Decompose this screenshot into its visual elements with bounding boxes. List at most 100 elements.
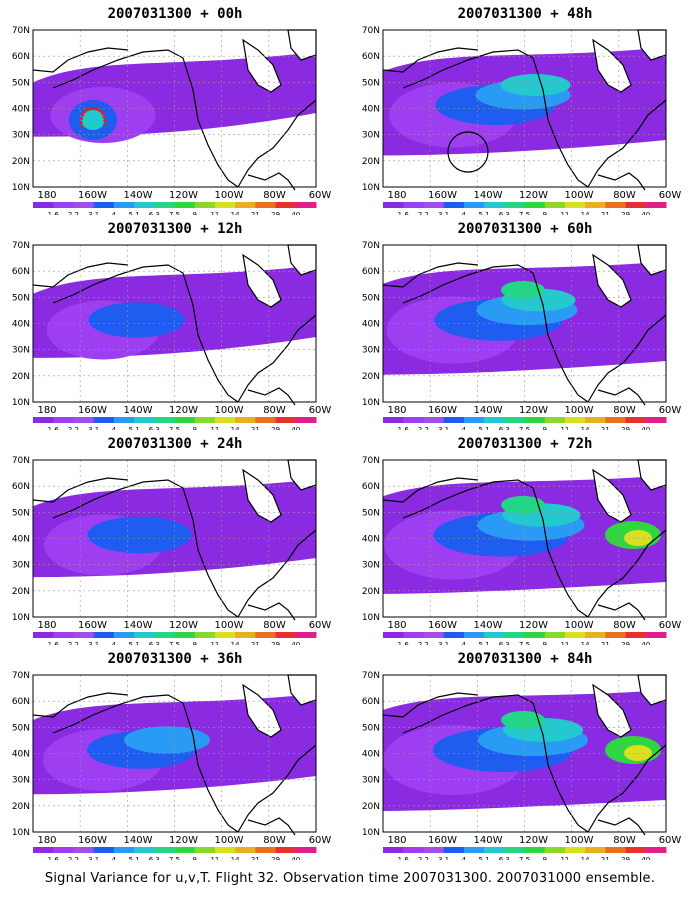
graticule: [33, 245, 316, 402]
colorbar: 1.6 2.2 3.1 4 5.1 6.3 7.5 9 11 14 21 29 40: [33, 632, 317, 645]
colorbar-segment: [174, 417, 196, 423]
lon-label: 80W: [263, 405, 286, 416]
map-panel: 2007031300 + 00h 70N 60N 50N 40N 30N 20N 10N 180…: [0, 0, 350, 225]
colorbar-label: 2.2: [68, 426, 79, 430]
colorbar-label: 11: [560, 426, 569, 430]
lon-label: 100W: [215, 835, 244, 846]
lat-label: 50N: [12, 723, 30, 733]
colorbar-segment: [93, 847, 115, 853]
colorbar-segment: [134, 632, 155, 638]
colorbar-label: 6.3: [499, 856, 510, 860]
colorbar-label: 29: [271, 856, 280, 860]
colorbar-segment: [93, 202, 115, 208]
colorbar: 1.6 2.2 3.1 4 5.1 6.3 7.5 9 11 14 21 29 40: [33, 417, 317, 430]
lat-label: 40N: [12, 320, 30, 330]
lon-label: 120W: [169, 835, 198, 846]
lat-label: 30N: [12, 776, 30, 786]
graticule: [33, 30, 316, 187]
colorbar-segment: [383, 632, 404, 638]
lon-label: 80W: [263, 835, 286, 846]
colorbar-label: 7.5: [519, 211, 530, 215]
variance-map: 70N 60N 50N 40N 30N 20N 10N 180 160W 140W 120W 100W…: [12, 671, 332, 860]
colorbar-segment: [174, 847, 196, 853]
lat-label: 10N: [362, 828, 380, 838]
colorbar-label: 6.3: [149, 211, 160, 215]
colorbar-segment: [113, 847, 135, 853]
lon-label: 180: [37, 620, 56, 631]
colorbar-label: 9: [542, 856, 546, 860]
lat-label: 70N: [362, 671, 380, 681]
colorbar-segment: [585, 202, 606, 208]
lon-label: 120W: [169, 405, 198, 416]
lat-label: 40N: [362, 320, 380, 330]
lat-label: 40N: [12, 750, 30, 760]
lat-label: 60N: [12, 697, 30, 707]
lon-label: 140W: [124, 190, 153, 201]
colorbar-label: 40: [641, 856, 650, 860]
colorbar-label: 5.1: [479, 856, 490, 860]
colorbar: 1.6 2.2 3.1 4 5.1 6.3 7.5 9 11 14 21 29 40: [33, 847, 317, 860]
lat-label: 50N: [362, 723, 380, 733]
coastline: [32, 674, 317, 836]
graticule: [383, 245, 666, 402]
colorbar-segment: [295, 632, 317, 638]
colorbar-segment: [134, 417, 155, 423]
colorbar-label: 2.2: [68, 211, 79, 215]
colorbar-segment: [544, 632, 566, 638]
colorbar-segment: [484, 632, 505, 638]
colorbar-segment: [403, 202, 424, 208]
lon-label: 180: [37, 190, 56, 201]
colorbar-segment: [73, 202, 95, 208]
lat-label: 20N: [362, 802, 380, 812]
colorbar-segment: [544, 202, 566, 208]
colorbar-label: 11: [560, 856, 569, 860]
colorbar-label: 29: [271, 211, 280, 215]
colorbar-segment: [73, 847, 95, 853]
colorbar-segment: [275, 847, 297, 853]
colorbar: 1.6 2.2 3.1 4 5.1 6.3 7.5 9 11 14 21 29 40: [383, 202, 667, 215]
colorbar-label: 9: [192, 211, 196, 215]
variance-map: 70N 60N 50N 40N 30N 20N 10N 180 160W 140W 120W 100W…: [362, 456, 682, 645]
colorbar-label: 4: [462, 856, 467, 860]
lon-label: 100W: [565, 835, 594, 846]
map-panel: 2007031300 + 48h 70N 60N 50N 40N 30N 20N 10N 180…: [350, 0, 700, 225]
colorbar-label: 5.1: [479, 211, 490, 215]
colorbar-label: 5.1: [129, 641, 140, 645]
colorbar-label: 29: [621, 856, 630, 860]
colorbar-label: 6.3: [149, 426, 160, 430]
colorbar-segment: [524, 202, 546, 208]
colorbar-segment: [214, 847, 236, 853]
colorbar-label: 1.6: [398, 426, 410, 430]
lon-label: 100W: [565, 620, 594, 631]
flight-track: [79, 106, 107, 128]
colorbar-segment: [214, 632, 236, 638]
colorbar-segment: [625, 202, 647, 208]
variance-field: [33, 479, 316, 578]
map-panel: 2007031300 + 60h 70N 60N 50N 40N 30N 20N 10N 180…: [350, 215, 700, 440]
graticule: [383, 675, 666, 832]
colorbar-segment: [73, 632, 95, 638]
colorbar-label: 3.1: [88, 641, 99, 645]
colorbar-label: 7.5: [519, 426, 530, 430]
lat-label: 30N: [362, 561, 380, 571]
lat-label: 50N: [12, 508, 30, 518]
lon-label: 120W: [519, 620, 548, 631]
colorbar-label: 3.1: [88, 426, 99, 430]
coastline: [32, 244, 317, 406]
colorbar-label: 7.5: [169, 641, 180, 645]
lon-label: 160W: [428, 835, 457, 846]
lon-label: 60W: [309, 405, 332, 416]
colorbar-segment: [73, 417, 95, 423]
lat-label: 30N: [12, 561, 30, 571]
colorbar-segment: [383, 417, 404, 423]
colorbar-segment: [564, 202, 586, 208]
panel-title: 2007031300 + 72h: [457, 436, 593, 452]
colorbar-segment: [605, 417, 627, 423]
colorbar-label: 29: [621, 426, 630, 430]
variance-field: [33, 694, 316, 795]
colorbar-segment: [443, 847, 465, 853]
colorbar-segment: [295, 847, 317, 853]
lon-label: 180: [387, 190, 406, 201]
colorbar-label: 4: [462, 641, 467, 645]
colorbar-segment: [53, 632, 74, 638]
